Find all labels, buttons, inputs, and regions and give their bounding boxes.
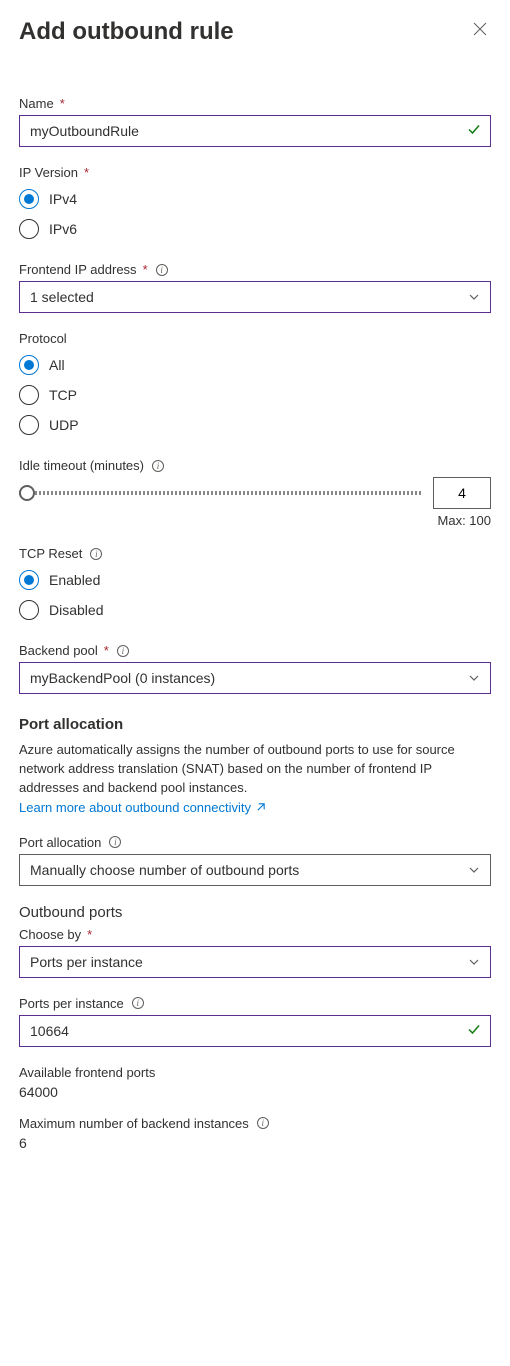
radio-icon bbox=[19, 415, 39, 435]
ip-version-radio-group: IPv4 IPv6 bbox=[19, 184, 491, 244]
radio-icon bbox=[19, 189, 39, 209]
frontend-ip-select[interactable]: 1 selected bbox=[19, 281, 491, 313]
frontend-ip-label: Frontend IP address* i bbox=[19, 262, 491, 277]
info-icon[interactable]: i bbox=[257, 1117, 269, 1129]
port-allocation-select[interactable]: Manually choose number of outbound ports bbox=[19, 854, 491, 886]
ip-version-label: IP Version* bbox=[19, 165, 491, 180]
radio-protocol-udp[interactable]: UDP bbox=[19, 410, 491, 440]
radio-tcp-reset-enabled[interactable]: Enabled bbox=[19, 565, 491, 595]
port-allocation-description: Azure automatically assigns the number o… bbox=[19, 741, 491, 798]
port-allocation-title: Port allocation bbox=[19, 716, 491, 733]
name-label: Name* bbox=[19, 96, 491, 111]
close-icon[interactable] bbox=[469, 18, 491, 44]
tcp-reset-label: TCP Reset i bbox=[19, 546, 491, 561]
required-icon: * bbox=[87, 927, 92, 942]
slider-thumb[interactable] bbox=[19, 485, 35, 501]
chevron-down-icon bbox=[468, 291, 480, 303]
required-icon: * bbox=[60, 96, 65, 111]
check-icon bbox=[467, 1022, 481, 1039]
required-icon: * bbox=[104, 643, 109, 658]
select-value: myBackendPool (0 instances) bbox=[30, 670, 215, 686]
radio-ipv6[interactable]: IPv6 bbox=[19, 214, 491, 244]
slider-track bbox=[19, 491, 421, 495]
chevron-down-icon bbox=[468, 864, 480, 876]
select-value: 1 selected bbox=[30, 289, 94, 305]
max-instances-label: Maximum number of backend instances i bbox=[19, 1116, 491, 1131]
external-link-icon bbox=[255, 802, 266, 813]
radio-icon bbox=[19, 355, 39, 375]
ports-per-instance-input[interactable] bbox=[19, 1015, 491, 1047]
available-ports-label: Available frontend ports bbox=[19, 1065, 491, 1080]
radio-protocol-all[interactable]: All bbox=[19, 350, 491, 380]
tcp-reset-radio-group: Enabled Disabled bbox=[19, 565, 491, 625]
info-icon[interactable]: i bbox=[117, 645, 129, 657]
info-icon[interactable]: i bbox=[109, 836, 121, 848]
idle-timeout-slider[interactable] bbox=[19, 483, 421, 503]
learn-more-link[interactable]: Learn more about outbound connectivity bbox=[19, 800, 266, 815]
choose-by-select[interactable]: Ports per instance bbox=[19, 946, 491, 978]
radio-protocol-tcp[interactable]: TCP bbox=[19, 380, 491, 410]
port-allocation-label: Port allocation i bbox=[19, 835, 491, 850]
info-icon[interactable]: i bbox=[152, 460, 164, 472]
outbound-ports-title: Outbound ports bbox=[19, 904, 491, 921]
radio-icon bbox=[19, 385, 39, 405]
protocol-label: Protocol bbox=[19, 331, 491, 346]
info-icon[interactable]: i bbox=[90, 548, 102, 560]
info-icon[interactable]: i bbox=[132, 997, 144, 1009]
idle-timeout-input[interactable] bbox=[433, 477, 491, 509]
name-input[interactable] bbox=[19, 115, 491, 147]
choose-by-label: Choose by* bbox=[19, 927, 491, 942]
link-text: Learn more about outbound connectivity bbox=[19, 800, 251, 815]
idle-timeout-max: Max: 100 bbox=[19, 513, 491, 528]
radio-icon bbox=[19, 600, 39, 620]
panel-title: Add outbound rule bbox=[19, 18, 234, 46]
panel-header: Add outbound rule bbox=[19, 18, 491, 46]
required-icon: * bbox=[143, 262, 148, 277]
backend-pool-label: Backend pool* i bbox=[19, 643, 491, 658]
available-ports-value: 64000 bbox=[19, 1084, 491, 1100]
select-value: Ports per instance bbox=[30, 954, 143, 970]
radio-icon bbox=[19, 219, 39, 239]
info-icon[interactable]: i bbox=[156, 264, 168, 276]
protocol-radio-group: All TCP UDP bbox=[19, 350, 491, 440]
radio-tcp-reset-disabled[interactable]: Disabled bbox=[19, 595, 491, 625]
max-instances-value: 6 bbox=[19, 1135, 491, 1151]
radio-icon bbox=[19, 570, 39, 590]
ports-per-instance-label: Ports per instance i bbox=[19, 996, 491, 1011]
select-value: Manually choose number of outbound ports bbox=[30, 862, 299, 878]
chevron-down-icon bbox=[468, 956, 480, 968]
chevron-down-icon bbox=[468, 672, 480, 684]
required-icon: * bbox=[84, 165, 89, 180]
check-icon bbox=[467, 123, 481, 140]
backend-pool-select[interactable]: myBackendPool (0 instances) bbox=[19, 662, 491, 694]
idle-timeout-label: Idle timeout (minutes) i bbox=[19, 458, 491, 473]
radio-ipv4[interactable]: IPv4 bbox=[19, 184, 491, 214]
